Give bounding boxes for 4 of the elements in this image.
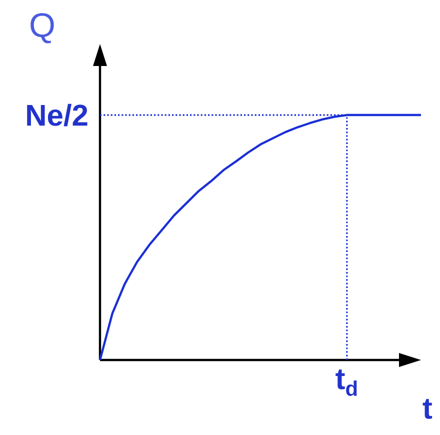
y-axis-title: Q bbox=[30, 13, 54, 44]
text: t$_{d}$ bbox=[336, 370, 357, 396]
x-axis-title: t bbox=[422, 399, 432, 419]
ref-line-label: Ne/2 bbox=[27, 104, 88, 126]
